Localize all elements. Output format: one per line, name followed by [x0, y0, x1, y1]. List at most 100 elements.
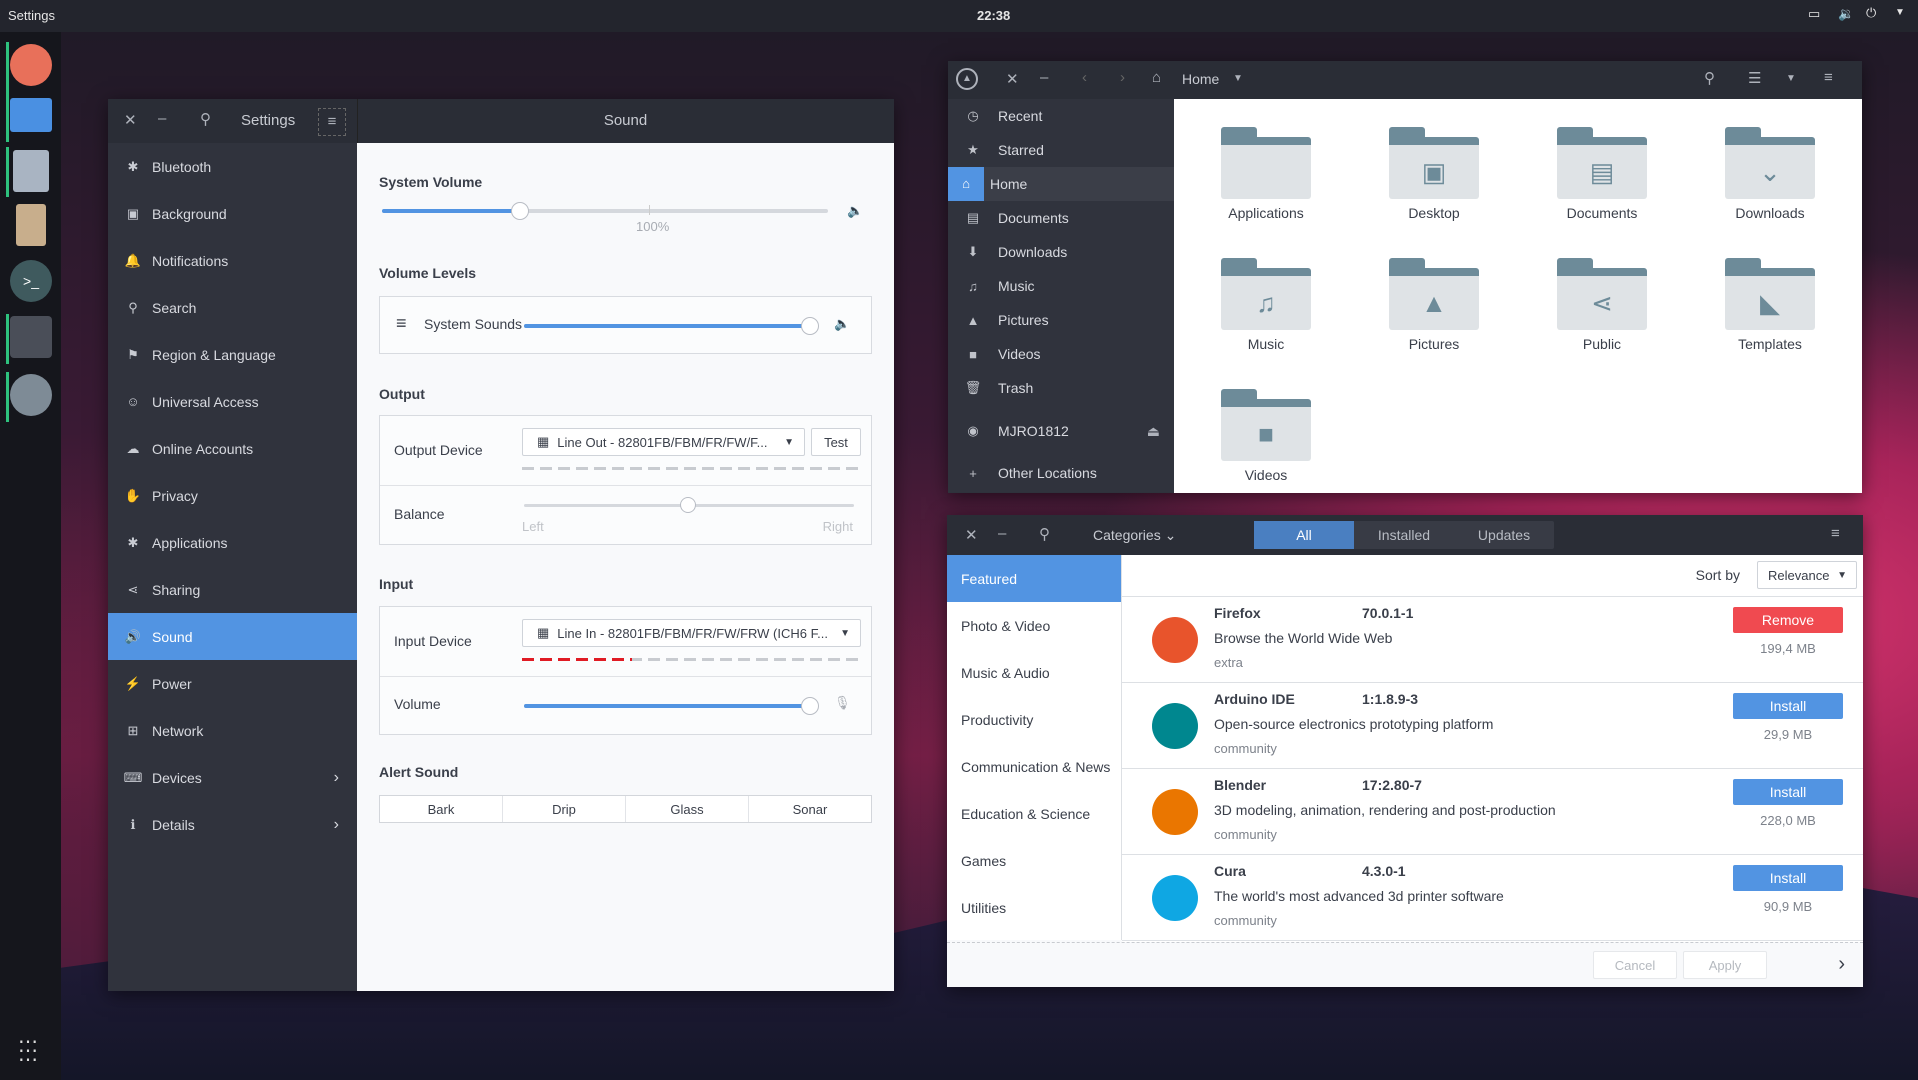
search-icon[interactable]: ⚲: [1039, 526, 1050, 543]
sidebar-item-privacy[interactable]: ✋ Privacy: [108, 472, 357, 519]
folder-applications[interactable]: Applications: [1191, 127, 1341, 221]
forward-icon[interactable]: ›: [1120, 69, 1125, 86]
sidebar-item-power[interactable]: ⚡ Power: [108, 660, 357, 707]
minimize-icon[interactable]: –: [1040, 69, 1049, 86]
sidebar-item-background[interactable]: ▣ Background: [108, 190, 357, 237]
sidebar-item-applications[interactable]: ✱ Applications: [108, 519, 357, 566]
folder-music[interactable]: ♫ Music: [1191, 258, 1341, 352]
sidebar-item-details[interactable]: ℹ Details ›: [108, 801, 357, 848]
alert-option-bark[interactable]: Bark: [427, 801, 455, 817]
sidebar-item-downloads[interactable]: ⬇ Downloads: [948, 235, 1174, 269]
category-communication-news[interactable]: Communication & News: [961, 758, 1111, 775]
sidebar-item-mjro1812[interactable]: ◉ MJRO1812 ⏏: [948, 414, 1174, 448]
gnome-icon[interactable]: [10, 374, 52, 416]
files-icon[interactable]: [10, 98, 52, 132]
sidebar-item-region-language[interactable]: ⚑ Region & Language: [108, 331, 357, 378]
close-icon[interactable]: ✕: [124, 112, 137, 129]
system-volume-slider[interactable]: [382, 202, 828, 220]
apply-button[interactable]: Apply: [1683, 951, 1767, 979]
eject-icon[interactable]: ⏏: [1146, 422, 1160, 439]
sidebar-item-home[interactable]: ⌂ Home: [948, 167, 1174, 201]
tab-updates[interactable]: Updates: [1477, 527, 1531, 543]
downloader-icon[interactable]: [13, 150, 49, 192]
app-row-arduino-ide[interactable]: Arduino IDE 1:1.8.9-3 Open-source electron…: [1122, 683, 1863, 769]
sidebar-item-bluetooth[interactable]: ✱ Bluetooth: [108, 143, 357, 190]
list-view-icon[interactable]: ☰: [1748, 70, 1762, 87]
sidebar-item-music[interactable]: ♫ Music: [948, 269, 1174, 303]
close-icon[interactable]: ✕: [1006, 71, 1019, 88]
settings-icon[interactable]: [10, 316, 52, 358]
sidebar-item-videos[interactable]: ■ Videos: [948, 337, 1174, 371]
apps-grid-icon[interactable]: ⋯ ⋯ ⋯: [18, 1031, 38, 1071]
folder-downloads[interactable]: ⌄ Downloads: [1695, 127, 1845, 221]
screen-icon[interactable]: ▭: [1808, 6, 1821, 21]
install-button[interactable]: Install: [1733, 779, 1843, 805]
test-button[interactable]: Test: [811, 428, 861, 456]
app-row-cura[interactable]: Cura 4.3.0-1 The world's most advanced 3d …: [1122, 855, 1863, 941]
install-button[interactable]: Install: [1733, 693, 1843, 719]
app-row-firefox[interactable]: Firefox 70.0.1-1 Browse the World Wide Web…: [1122, 597, 1863, 683]
folder-pictures[interactable]: ▲ Pictures: [1359, 258, 1509, 352]
back-icon[interactable]: ‹: [1082, 69, 1087, 86]
cancel-button[interactable]: Cancel: [1593, 951, 1677, 979]
install-button[interactable]: Install: [1733, 865, 1843, 891]
sidebar-item-recent[interactable]: ◷ Recent: [948, 99, 1174, 133]
input-volume-slider[interactable]: [524, 697, 819, 715]
category-productivity[interactable]: Productivity: [961, 711, 1034, 728]
search-icon[interactable]: ⚲: [1704, 70, 1715, 87]
search-icon[interactable]: ⚲: [200, 111, 211, 128]
minimize-icon[interactable]: –: [158, 110, 167, 127]
folder-desktop[interactable]: ▣ Desktop: [1359, 127, 1509, 221]
active-app-name[interactable]: Settings: [8, 8, 55, 23]
text-editor-icon[interactable]: [16, 204, 46, 246]
home-icon[interactable]: ⌂: [1152, 69, 1162, 86]
remove-button[interactable]: Remove: [1733, 607, 1843, 633]
power-icon[interactable]: ⏻: [1866, 5, 1877, 20]
input-device-select[interactable]: ▦ Line In - 82801FB/FBM/FR/FW/FRW (ICH6 F…: [522, 619, 861, 647]
sidebar-item-universal-access[interactable]: ☺ Universal Access: [108, 378, 357, 425]
minimize-icon[interactable]: –: [998, 525, 1007, 542]
category-utilities[interactable]: Utilities: [961, 899, 1007, 916]
tab-all[interactable]: All: [1254, 521, 1354, 549]
sidebar-item-devices[interactable]: ⌨ Devices ›: [108, 754, 357, 801]
tab-installed[interactable]: Installed: [1377, 527, 1431, 543]
sidebar-item-pictures[interactable]: ▲ Pictures: [948, 303, 1174, 337]
folder-documents[interactable]: ▤ Documents: [1527, 127, 1677, 221]
sidebar-item-sound[interactable]: 🔊 Sound: [108, 613, 357, 660]
volume-icon[interactable]: 🔉: [1838, 6, 1855, 21]
next-icon[interactable]: ›: [1838, 953, 1845, 975]
output-device-select[interactable]: ▦ Line Out - 82801FB/FBM/FR/FW/F... ▼: [522, 428, 805, 456]
folder-public[interactable]: ⋖ Public: [1527, 258, 1677, 352]
balance-slider[interactable]: [524, 497, 854, 513]
categories-dropdown[interactable]: Categories ⌄: [1093, 527, 1177, 543]
path-dropdown-icon[interactable]: ▼: [1233, 73, 1243, 84]
terminal-icon[interactable]: >_: [10, 260, 52, 302]
system-sounds-slider[interactable]: [524, 317, 819, 335]
path-bar-home[interactable]: Home: [1182, 71, 1220, 87]
chevron-down-icon[interactable]: ▼: [1895, 7, 1905, 18]
close-icon[interactable]: ✕: [965, 527, 978, 544]
alert-option-drip[interactable]: Drip: [502, 796, 625, 822]
category-games[interactable]: Games: [961, 852, 1007, 869]
alert-option-sonar[interactable]: Sonar: [748, 796, 871, 822]
sidebar-item-trash[interactable]: 🗑 Trash: [948, 371, 1174, 405]
menu-icon[interactable]: ≡: [318, 108, 346, 136]
view-options-icon[interactable]: ▼: [1786, 73, 1796, 84]
sidebar-item-network[interactable]: ⊞ Network: [108, 707, 357, 754]
sidebar-item-starred[interactable]: ★ Starred: [948, 133, 1174, 167]
menu-icon[interactable]: ≡: [1824, 69, 1833, 86]
category-featured[interactable]: Featured: [947, 555, 1121, 602]
sidebar-item-notifications[interactable]: 🔔 Notifications: [108, 237, 357, 284]
alert-option-glass[interactable]: Glass: [625, 796, 748, 822]
folder-templates[interactable]: ◣ Templates: [1695, 258, 1845, 352]
sidebar-item-sharing[interactable]: ⋖ Sharing: [108, 566, 357, 613]
sidebar-item-online-accounts[interactable]: ☁ Online Accounts: [108, 425, 357, 472]
sidebar-item-documents[interactable]: ▤ Documents: [948, 201, 1174, 235]
folder-videos[interactable]: ■ Videos: [1191, 389, 1341, 483]
app-row-blender[interactable]: Blender 17:2.80-7 3D modeling, animation, …: [1122, 769, 1863, 855]
category-education-science[interactable]: Education & Science: [961, 805, 1091, 822]
firefox-icon[interactable]: [10, 44, 52, 86]
category-music-audio[interactable]: Music & Audio: [961, 664, 1050, 681]
category-photo-video[interactable]: Photo & Video: [961, 617, 1051, 634]
sidebar-item-other-locations[interactable]: + Other Locations: [948, 456, 1174, 490]
